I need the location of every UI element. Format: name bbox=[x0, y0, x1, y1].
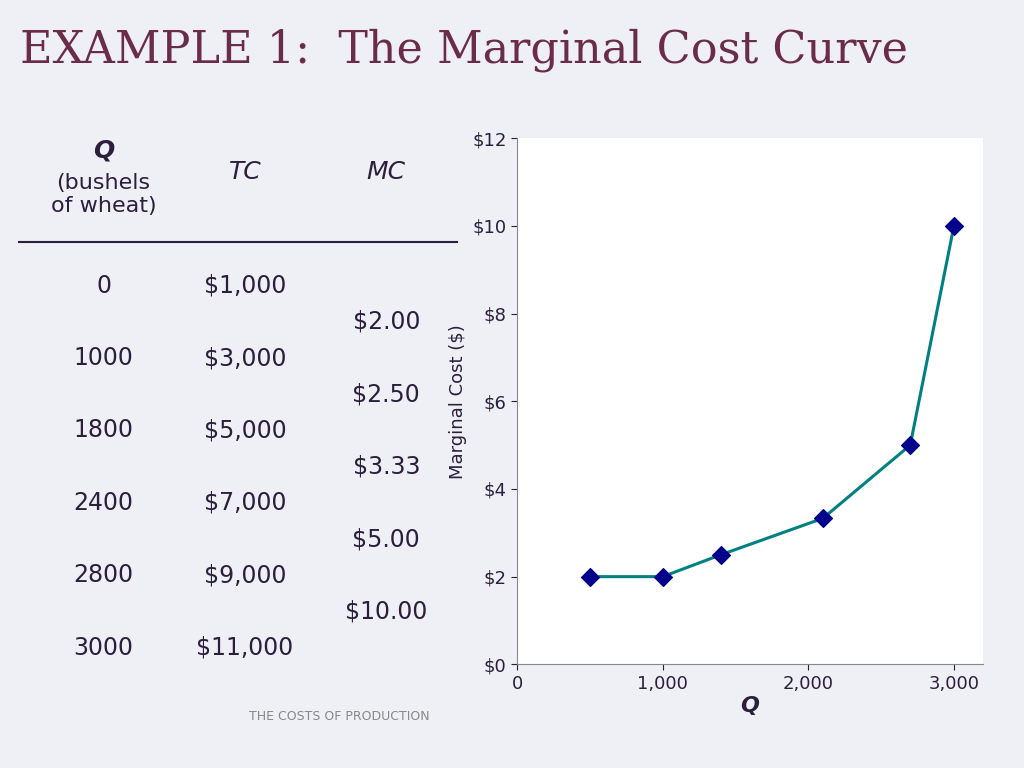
Text: $3.33: $3.33 bbox=[352, 455, 420, 478]
Y-axis label: Marginal Cost ($): Marginal Cost ($) bbox=[449, 324, 467, 478]
Text: 1000: 1000 bbox=[74, 346, 133, 370]
Text: $5,000: $5,000 bbox=[204, 419, 287, 442]
Text: $10.00: $10.00 bbox=[345, 600, 427, 624]
Text: MC: MC bbox=[367, 161, 406, 184]
Text: Q: Q bbox=[93, 138, 115, 162]
Point bbox=[902, 439, 919, 452]
Text: $7,000: $7,000 bbox=[204, 491, 286, 515]
Text: THE COSTS OF PRODUCTION: THE COSTS OF PRODUCTION bbox=[249, 710, 429, 723]
Text: 1800: 1800 bbox=[74, 419, 133, 442]
Point bbox=[815, 512, 831, 525]
Point bbox=[582, 571, 598, 583]
Text: $9,000: $9,000 bbox=[204, 563, 286, 588]
Text: TC: TC bbox=[228, 161, 261, 184]
Text: $5.00: $5.00 bbox=[352, 527, 420, 551]
Text: $3,000: $3,000 bbox=[204, 346, 286, 370]
Text: 2400: 2400 bbox=[74, 491, 133, 515]
Point bbox=[946, 220, 963, 232]
Text: (bushels
of wheat): (bushels of wheat) bbox=[51, 173, 157, 216]
Point bbox=[654, 571, 671, 583]
Text: $2.00: $2.00 bbox=[352, 310, 420, 334]
Text: 0: 0 bbox=[96, 273, 112, 298]
Text: EXAMPLE 1:  The Marginal Cost Curve: EXAMPLE 1: The Marginal Cost Curve bbox=[20, 28, 908, 71]
Text: $11,000: $11,000 bbox=[197, 636, 294, 660]
Text: 3000: 3000 bbox=[74, 636, 133, 660]
Text: 2800: 2800 bbox=[74, 563, 134, 588]
X-axis label: Q: Q bbox=[740, 696, 760, 716]
Point bbox=[713, 548, 729, 561]
Text: $2.50: $2.50 bbox=[352, 382, 420, 406]
Text: $1,000: $1,000 bbox=[204, 273, 286, 298]
